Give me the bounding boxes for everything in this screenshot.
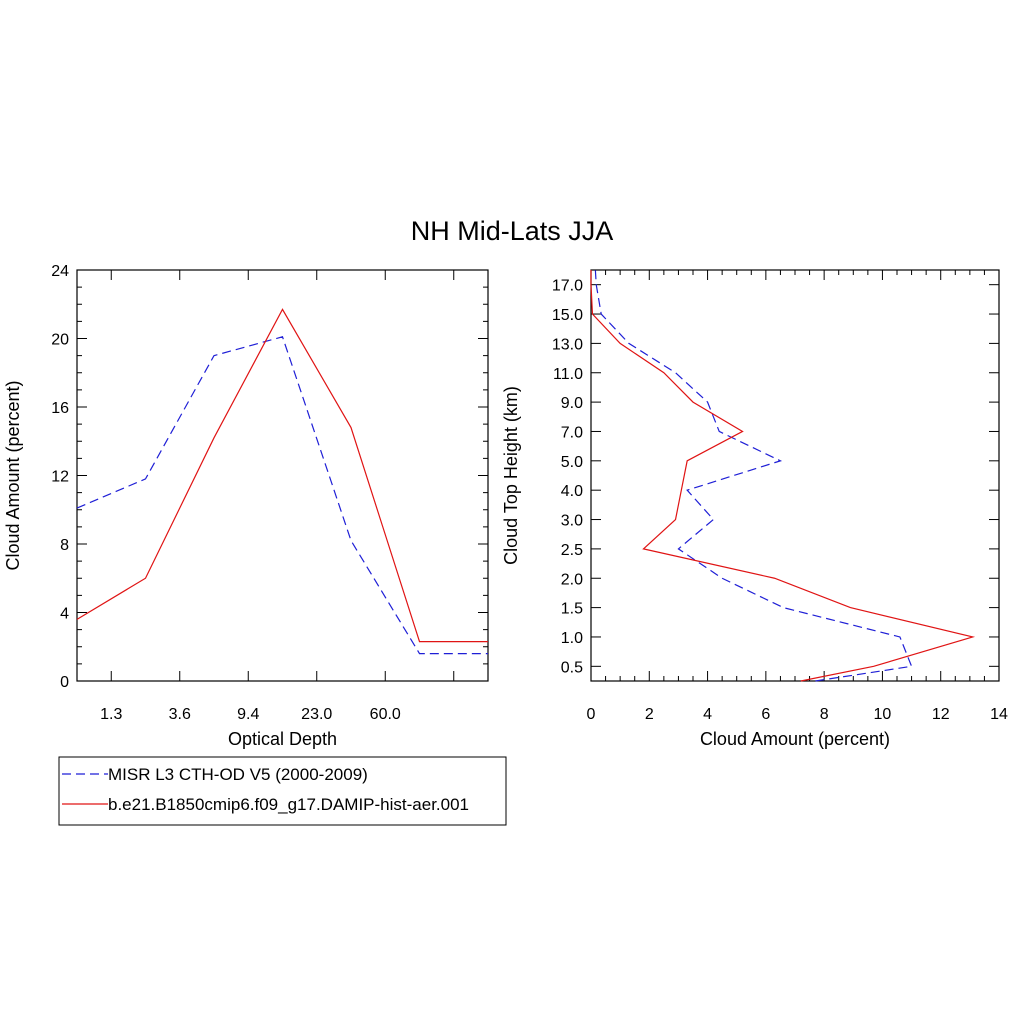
y-tick-label: 4.0 (561, 483, 583, 500)
y-tick-label: 8 (60, 537, 69, 554)
x-axis-title-left: Optical Depth (228, 729, 337, 749)
y-tick-label: 16 (51, 400, 69, 417)
legend-label-model: b.e21.B1850cmip6.f09_g17.DAMIP-hist-aer.… (108, 795, 469, 814)
y-tick-label: 7.0 (561, 424, 583, 441)
y-tick-label: 11.0 (553, 366, 583, 383)
series-line-left-obs (76, 336, 488, 655)
y-tick-label: 13.0 (552, 336, 583, 353)
y-tick-label: 12 (51, 469, 69, 486)
y-tick-label: 17.0 (552, 278, 583, 295)
legend: MISR L3 CTH-OD V5 (2000-2009) b.e21.B185… (58, 756, 507, 826)
x-tick-label: 6 (761, 706, 770, 723)
x-tick-label: 8 (820, 706, 829, 723)
series-line-right-model (590, 270, 976, 682)
y-axis-title-left: Cloud Amount (percent) (3, 380, 23, 570)
y-tick-label: 15.0 (552, 307, 583, 324)
plot-frame-right (590, 269, 1000, 682)
y-tick-label: 0 (60, 674, 69, 691)
y-tick-label: 9.0 (561, 395, 583, 412)
x-tick-label: 23.0 (301, 706, 332, 723)
legend-box (58, 756, 507, 826)
x-tick-label: 0 (587, 706, 596, 723)
y-tick-label: 1.0 (561, 630, 583, 647)
legend-label-obs: MISR L3 CTH-OD V5 (2000-2009) (108, 765, 368, 784)
y-tick-label: 3.0 (561, 513, 583, 530)
cloud-height-panel: 0 2 4 6 8 10 12 14 0.5 1.0 1.5 2.0 2.5 3.0 4.0 5.0 7.0 9.… (501, 269, 1008, 749)
y-tick-label: 5.0 (561, 454, 583, 471)
x-tick-label: 9.4 (237, 706, 259, 723)
series-line-right-obs (594, 269, 913, 682)
y-tick-label: 4 (60, 606, 69, 623)
y-tick-label: 0.5 (561, 659, 583, 676)
chart-title: NH Mid-Lats JJA (411, 216, 614, 246)
x-tick-label: 3.6 (169, 706, 191, 723)
optical-depth-panel: 0 4 8 12 16 20 24 1.3 3.6 9.4 23.0 60.0 Optical Dept… (3, 263, 489, 749)
x-tick-label: 12 (932, 706, 950, 723)
plot-frame-left (76, 269, 489, 682)
x-tick-label: 4 (703, 706, 712, 723)
x-tick-label: 14 (990, 706, 1008, 723)
y-tick-label: 1.5 (561, 601, 583, 618)
x-tick-label: 1.3 (100, 706, 122, 723)
y-tick-label: 2.5 (561, 542, 583, 559)
y-tick-label: 20 (51, 332, 69, 349)
x-axis-title-right: Cloud Amount (percent) (700, 729, 890, 749)
y-tick-label: 2.0 (561, 571, 583, 588)
x-tick-label: 10 (874, 706, 892, 723)
y-axis-title-right: Cloud Top Height (km) (501, 386, 521, 565)
y-tick-label: 24 (51, 263, 69, 280)
series-line-left-model (76, 308, 488, 643)
x-tick-label: 2 (645, 706, 654, 723)
x-tick-label: 60.0 (370, 706, 401, 723)
